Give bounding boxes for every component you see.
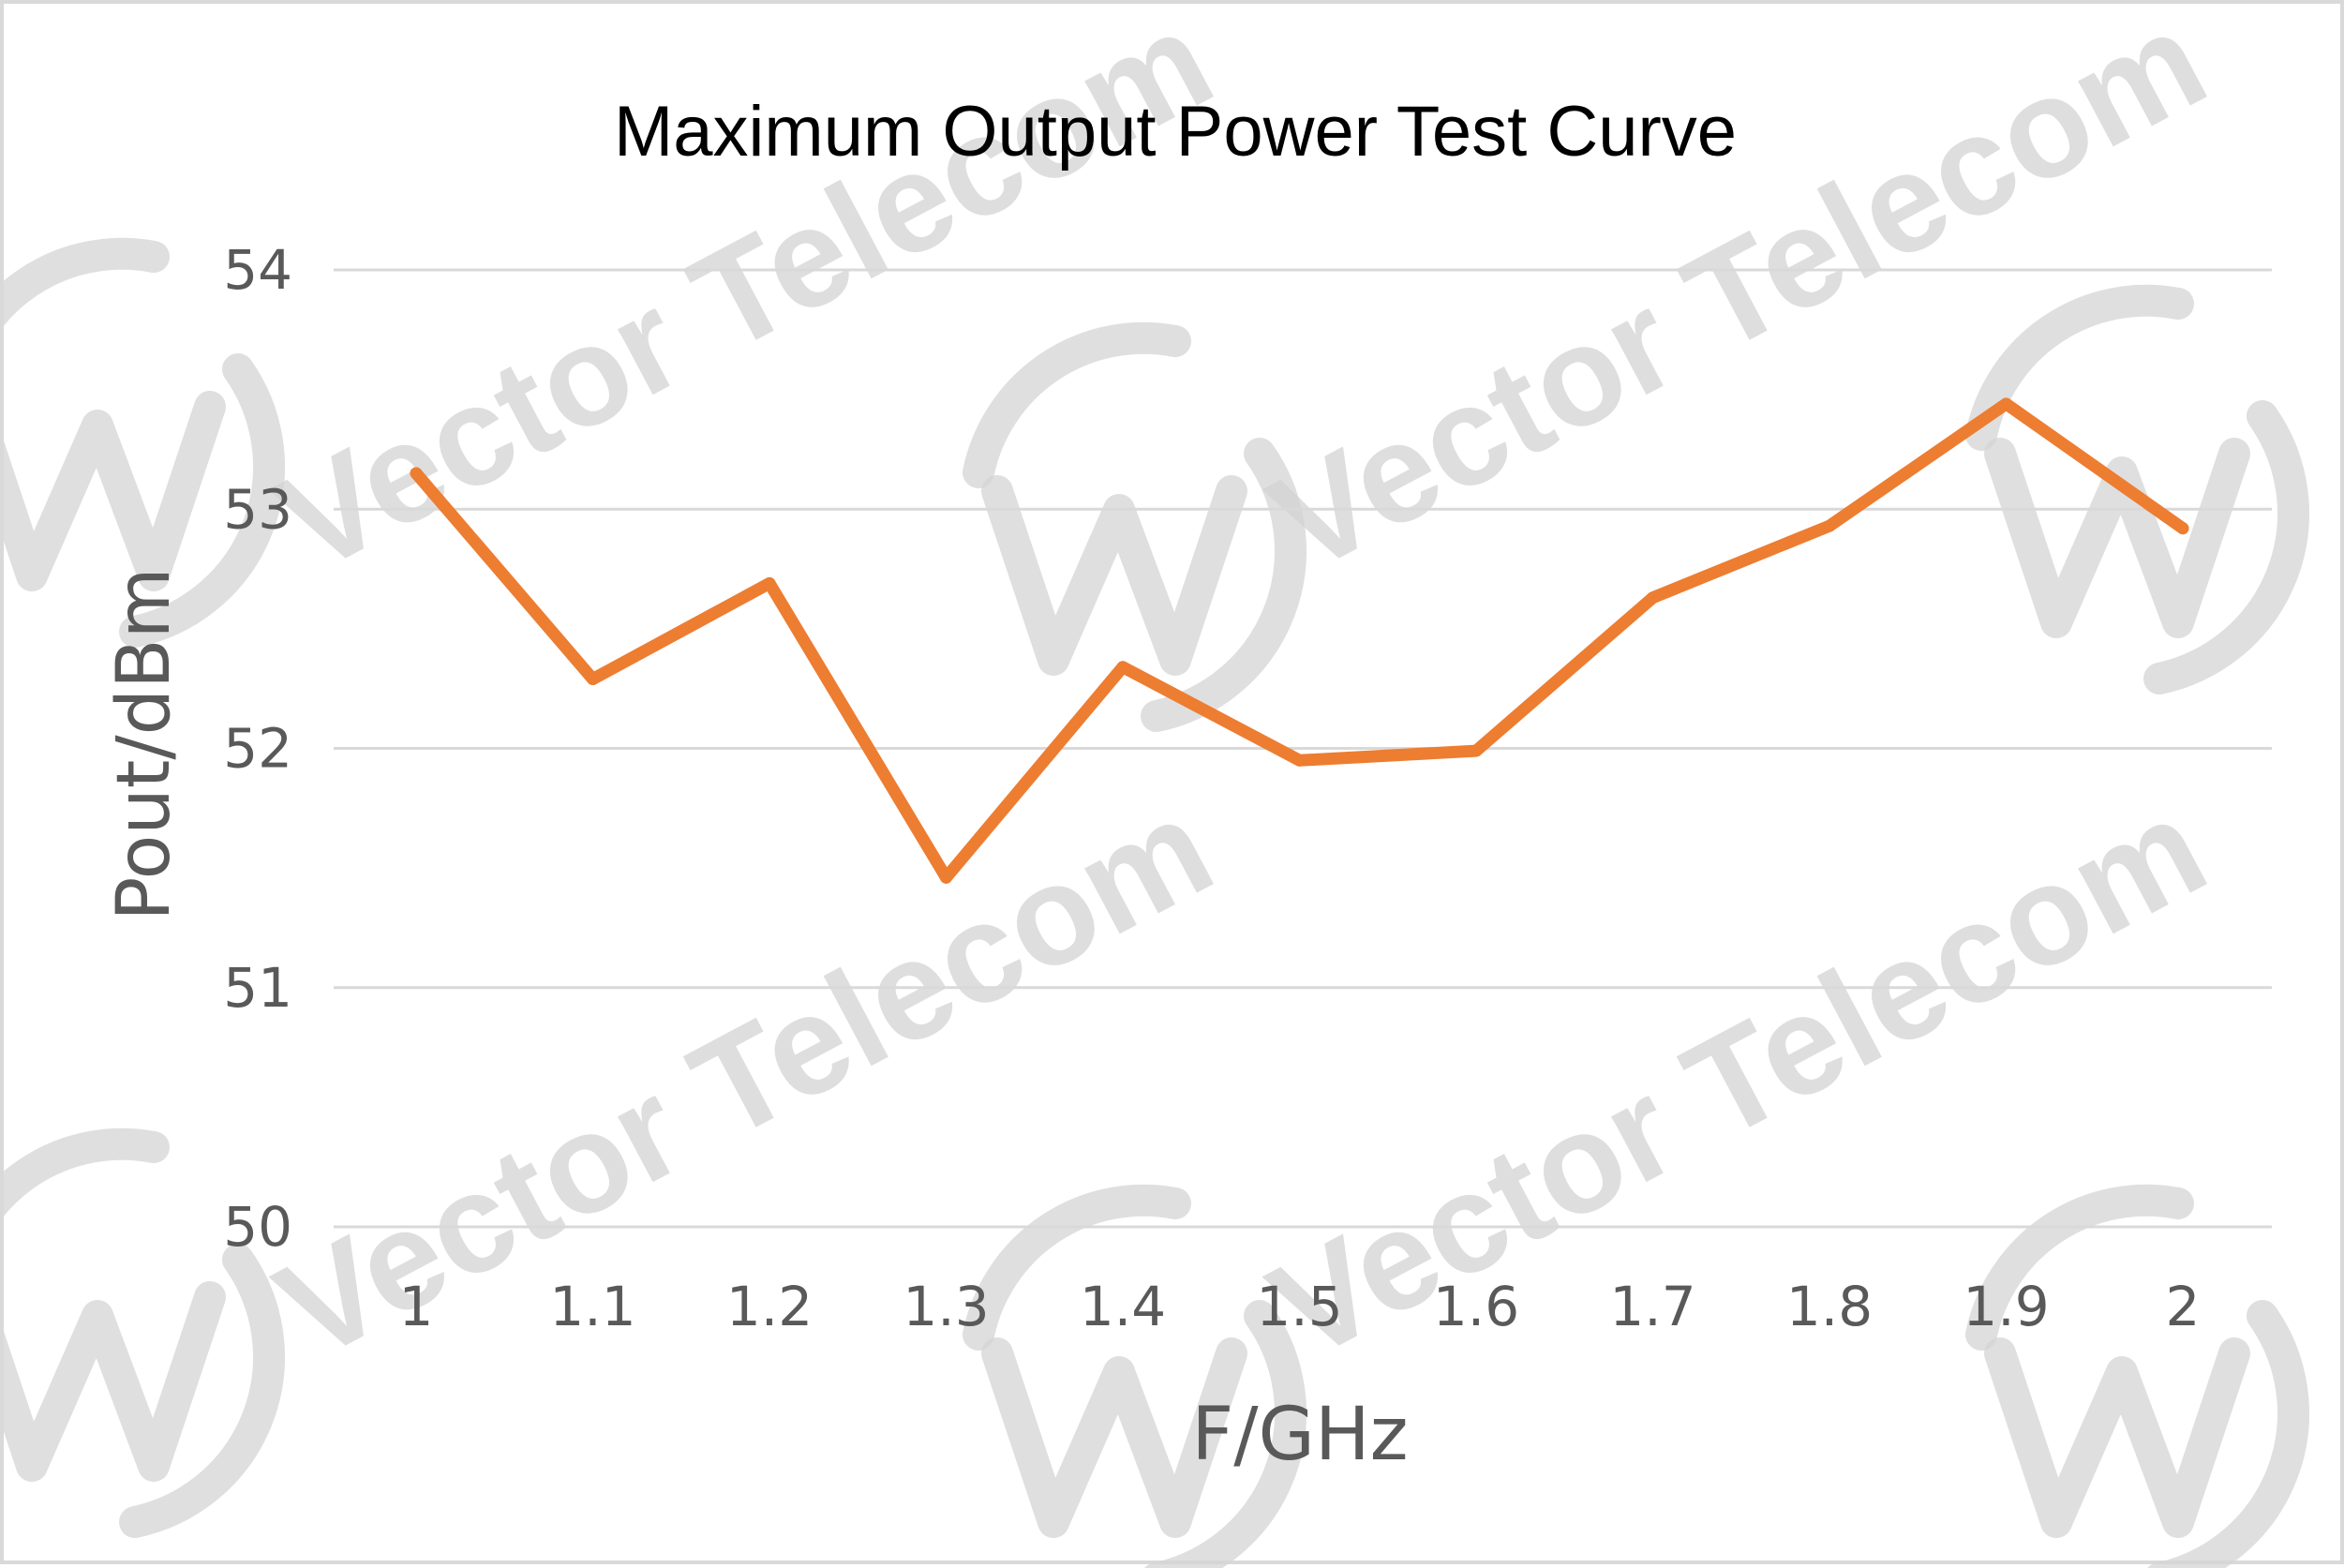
watermark-logo-arc-icon: [963, 1184, 1191, 1351]
watermark-logo-w-icon: [981, 1337, 1247, 1538]
data-point: [940, 871, 952, 884]
series-line-layer: [410, 397, 2189, 884]
watermark-logo-icon: [1965, 284, 2309, 694]
data-point: [1647, 591, 1659, 605]
x-axis-ticks: 1 1.1 1.2 1.3 1.4 1.5 1.6 1.7 1.8 1.9 2: [399, 1275, 2201, 1338]
x-tick-label: 1.1: [549, 1275, 635, 1338]
watermark-logo-w-icon: [1984, 438, 2250, 638]
x-tick-label: 1.8: [1786, 1275, 1873, 1338]
y-tick-label: 50: [223, 1195, 292, 1259]
x-tick-label: 1.2: [726, 1275, 813, 1338]
data-point: [1823, 519, 1836, 532]
watermark-logo-arc2-icon: [1144, 1300, 1306, 1568]
data-point: [2176, 522, 2189, 535]
data-point: [587, 672, 599, 685]
x-axis-title: F/GHz: [1191, 1393, 1408, 1477]
x-tick-label: 1.7: [1609, 1275, 1695, 1338]
watermark-logo-arc2-icon: [2143, 400, 2309, 694]
watermark-logo-arc-icon: [963, 321, 1191, 488]
watermark-logo-arc2-icon: [119, 353, 285, 648]
watermark-logo-arc2-icon: [1141, 438, 1306, 732]
x-tick-label: 1.4: [1080, 1275, 1166, 1338]
x-tick-label: 1.9: [1963, 1275, 2049, 1338]
watermark-logo-w-icon: [1984, 1337, 2250, 1538]
y-tick-label: 53: [223, 477, 292, 541]
watermark-logo-arc-icon: [1965, 284, 2194, 451]
x-tick-label: 1: [399, 1275, 434, 1338]
watermark-logo-arc-icon: [4, 1127, 170, 1217]
watermark-logo-w-icon: [981, 475, 1247, 676]
data-point: [763, 576, 776, 590]
data-point: [1116, 661, 1129, 674]
watermark-logo-icon: [4, 1127, 285, 1538]
gridlines: [334, 268, 2272, 1229]
chart-title: Maximum Output Power Test Curve: [614, 92, 1737, 172]
data-point: [410, 467, 423, 480]
watermark-text: Vector Telecom: [1247, 768, 2229, 1390]
x-tick-label: 1.5: [1256, 1275, 1342, 1338]
x-tick-label: 1.6: [1433, 1275, 1519, 1338]
watermark-logo-icon: [1965, 1184, 2309, 1568]
x-tick-label: 2: [2166, 1275, 2201, 1338]
watermark-logo-arc2-icon: [119, 1244, 285, 1538]
watermark-logo-arc-icon: [1965, 1184, 2194, 1351]
watermark-logo-icon: [963, 321, 1306, 732]
data-point: [1293, 754, 1306, 767]
data-point: [2000, 397, 2012, 411]
watermark-logo-icon: [4, 237, 285, 648]
data-point: [1470, 744, 1483, 757]
watermark-logo-w-icon: [4, 1281, 226, 1482]
y-tick-label: 54: [223, 238, 292, 302]
watermark-logo-arc-icon: [4, 237, 170, 326]
y-tick-label: 51: [223, 956, 292, 1020]
watermark-logo-w-icon: [4, 391, 226, 591]
y-axis-ticks: 50 51 52 53 54: [223, 238, 292, 1259]
y-axis-title: Pout/dBm: [102, 567, 187, 920]
x-tick-label: 1.3: [903, 1275, 989, 1338]
watermark-logo-icon: [963, 1184, 1306, 1568]
watermark-logo-arc2-icon: [2147, 1300, 2309, 1568]
y-tick-label: 52: [223, 717, 292, 781]
